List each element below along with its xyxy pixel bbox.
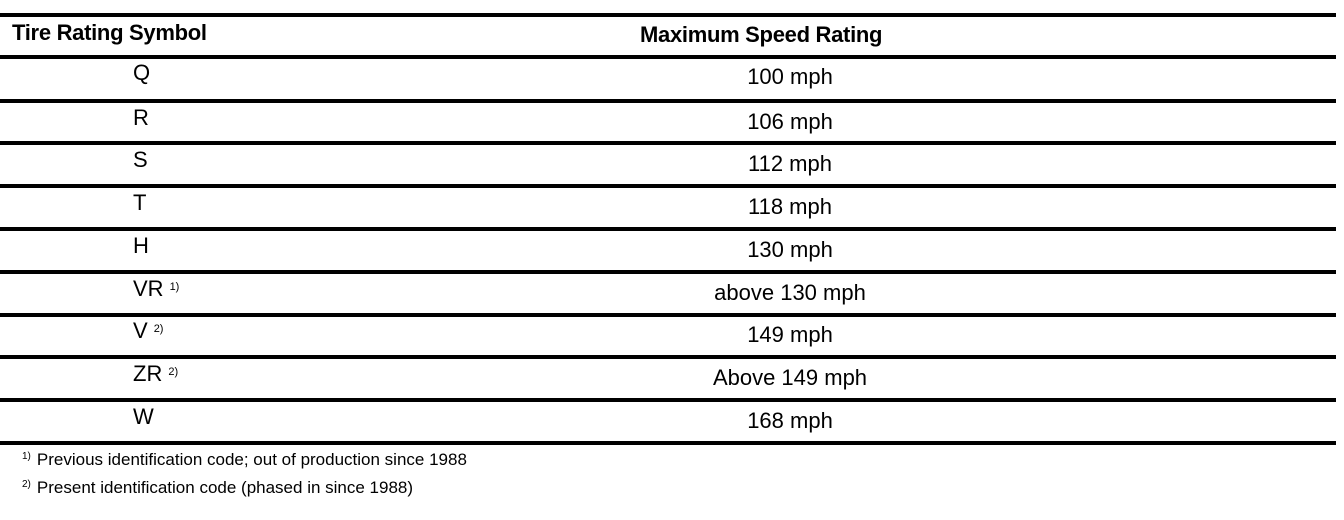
row-rule bbox=[0, 270, 1336, 274]
footnote: 2) Present identification code (phased in… bbox=[22, 478, 413, 498]
table-row: H 130 mph bbox=[0, 233, 1336, 269]
header-maximum-speed-rating: Maximum Speed Rating bbox=[640, 22, 883, 47]
footnote-text: Present identification code (phased in s… bbox=[36, 478, 414, 497]
table-bottom-rule bbox=[0, 441, 1336, 445]
row-rule bbox=[0, 99, 1336, 103]
rating-symbol: Q bbox=[133, 60, 151, 85]
table-top-rule bbox=[0, 13, 1336, 17]
rating-symbol: S bbox=[133, 147, 148, 172]
footnote-mark: 2) bbox=[22, 479, 31, 490]
row-rule bbox=[0, 141, 1336, 145]
speed-value: 149 mph bbox=[747, 322, 833, 347]
table-row: V 2) 149 mph bbox=[0, 318, 1336, 354]
speed-value: 168 mph bbox=[747, 408, 833, 433]
table-row: Q 100 mph bbox=[0, 60, 1336, 96]
header-rule bbox=[0, 55, 1336, 59]
speed-value: 112 mph bbox=[748, 151, 832, 176]
rating-symbol: V 2) bbox=[133, 318, 164, 343]
row-rule bbox=[0, 355, 1336, 359]
table-row: T 118 mph bbox=[0, 190, 1336, 226]
table-row: VR 1) above 130 mph bbox=[0, 276, 1336, 312]
row-rule bbox=[0, 313, 1336, 317]
rating-symbol: VR 1) bbox=[133, 276, 180, 301]
footnote-mark: 1) bbox=[22, 451, 31, 462]
table-row: ZR 2) Above 149 mph bbox=[0, 361, 1336, 397]
row-rule bbox=[0, 227, 1336, 231]
row-rule bbox=[0, 184, 1336, 188]
footnote-mark: 1) bbox=[169, 281, 180, 293]
speed-value: 106 mph bbox=[747, 109, 833, 134]
rating-symbol: R bbox=[133, 105, 149, 130]
footnote-text: Previous identification code; out of pro… bbox=[36, 450, 467, 469]
row-rule bbox=[0, 398, 1336, 402]
table-row: S 112 mph bbox=[0, 147, 1336, 183]
header-tire-rating-symbol: Tire Rating Symbol bbox=[12, 20, 207, 45]
table-row: R 106 mph bbox=[0, 105, 1336, 141]
footnote-mark: 2) bbox=[153, 323, 164, 335]
rating-symbol: W bbox=[133, 404, 154, 429]
footnote-mark: 2) bbox=[168, 366, 179, 378]
footnote: 1) Previous identification code; out of p… bbox=[22, 450, 467, 470]
rating-symbol: T bbox=[133, 190, 147, 215]
rating-symbol: H bbox=[133, 233, 149, 258]
speed-value: 118 mph bbox=[748, 194, 832, 219]
speed-value: above 130 mph bbox=[714, 280, 866, 305]
rating-symbol: ZR 2) bbox=[133, 361, 179, 386]
speed-value: Above 149 mph bbox=[712, 365, 868, 390]
speed-value: 130 mph bbox=[747, 237, 833, 262]
speed-value: 100 mph bbox=[747, 64, 833, 89]
table-row: W 168 mph bbox=[0, 404, 1336, 440]
